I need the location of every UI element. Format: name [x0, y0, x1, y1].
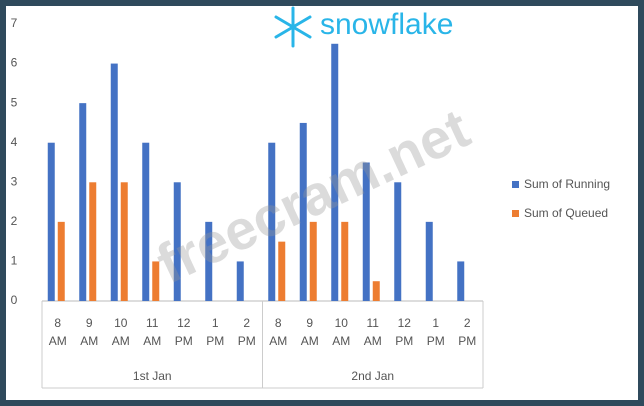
bar	[278, 241, 286, 301]
bar	[152, 261, 160, 301]
bar	[47, 142, 55, 301]
bar	[120, 182, 128, 301]
bar	[142, 142, 150, 301]
bar	[268, 142, 276, 301]
logo-icon	[274, 6, 312, 48]
y-tick-label: 6	[11, 56, 18, 70]
y-tick-label: 5	[11, 95, 18, 109]
bar	[331, 43, 339, 302]
x-tick-label: 11 AM	[143, 316, 161, 348]
bar	[425, 221, 433, 301]
x-tick-label: 12 PM	[175, 316, 193, 348]
x-tick-label: 8 AM	[49, 316, 67, 348]
bar	[236, 261, 244, 301]
bar	[299, 122, 307, 301]
y-tick-label: 2	[11, 214, 18, 228]
logo: snowflake	[274, 6, 453, 48]
bar	[173, 182, 181, 301]
x-tick-label: 8 AM	[269, 316, 287, 348]
bar	[205, 221, 213, 301]
x-tick-label: 1 PM	[206, 316, 224, 348]
x-tick-label: 12 PM	[395, 316, 413, 348]
group-label: 1st Jan	[133, 369, 172, 383]
bar	[57, 221, 65, 301]
bar	[341, 221, 349, 301]
y-tick-label: 4	[11, 135, 18, 149]
bar	[309, 221, 317, 301]
y-tick-label: 1	[11, 254, 18, 268]
x-tick-label: 10 AM	[332, 316, 350, 348]
bar	[79, 103, 87, 302]
legend-swatch	[512, 210, 519, 217]
x-tick-label: 11 AM	[364, 316, 382, 348]
bar	[394, 182, 402, 301]
x-tick-label: 2 PM	[238, 316, 256, 348]
bar	[362, 162, 370, 301]
bar	[457, 261, 465, 301]
x-tick-label: 9 AM	[80, 316, 98, 348]
legend-label: Sum of Queued	[524, 206, 608, 220]
y-tick-label: 7	[11, 16, 18, 30]
legend-swatch	[512, 181, 519, 188]
y-tick-label: 3	[11, 174, 18, 188]
x-tick-label: 10 AM	[112, 316, 130, 348]
logo-text: snowflake	[320, 8, 453, 41]
group-label: 2nd Jan	[351, 369, 394, 383]
x-tick-label: 9 AM	[301, 316, 319, 348]
bar	[110, 63, 118, 302]
bar	[89, 182, 97, 301]
x-tick-label: 2 PM	[458, 316, 476, 348]
bar	[372, 281, 380, 301]
legend-label: Sum of Running	[524, 177, 610, 191]
y-tick-label: 0	[11, 293, 18, 307]
x-tick-label: 1 PM	[427, 316, 445, 348]
